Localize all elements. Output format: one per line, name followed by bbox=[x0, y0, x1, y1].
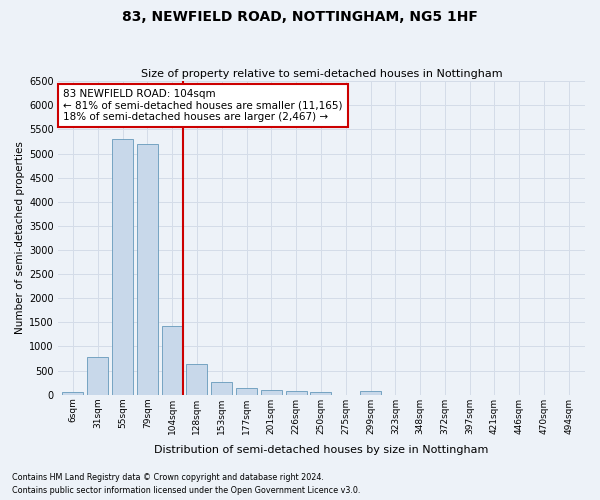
Bar bbox=[112, 138, 133, 394]
Bar bbox=[236, 388, 257, 394]
Bar bbox=[62, 392, 83, 394]
Bar bbox=[187, 364, 208, 394]
Text: 83, NEWFIELD ROAD, NOTTINGHAM, NG5 1HF: 83, NEWFIELD ROAD, NOTTINGHAM, NG5 1HF bbox=[122, 10, 478, 24]
Bar bbox=[360, 392, 381, 394]
Bar bbox=[261, 390, 282, 394]
Bar bbox=[310, 392, 331, 394]
Bar bbox=[211, 382, 232, 394]
Y-axis label: Number of semi-detached properties: Number of semi-detached properties bbox=[15, 142, 25, 334]
Bar bbox=[286, 392, 307, 394]
Title: Size of property relative to semi-detached houses in Nottingham: Size of property relative to semi-detach… bbox=[141, 69, 502, 79]
Text: 83 NEWFIELD ROAD: 104sqm
← 81% of semi-detached houses are smaller (11,165)
18% : 83 NEWFIELD ROAD: 104sqm ← 81% of semi-d… bbox=[64, 89, 343, 122]
Text: Contains HM Land Registry data © Crown copyright and database right 2024.
Contai: Contains HM Land Registry data © Crown c… bbox=[12, 474, 361, 495]
X-axis label: Distribution of semi-detached houses by size in Nottingham: Distribution of semi-detached houses by … bbox=[154, 445, 489, 455]
Bar bbox=[87, 356, 108, 395]
Bar bbox=[161, 326, 182, 394]
Bar bbox=[137, 144, 158, 395]
